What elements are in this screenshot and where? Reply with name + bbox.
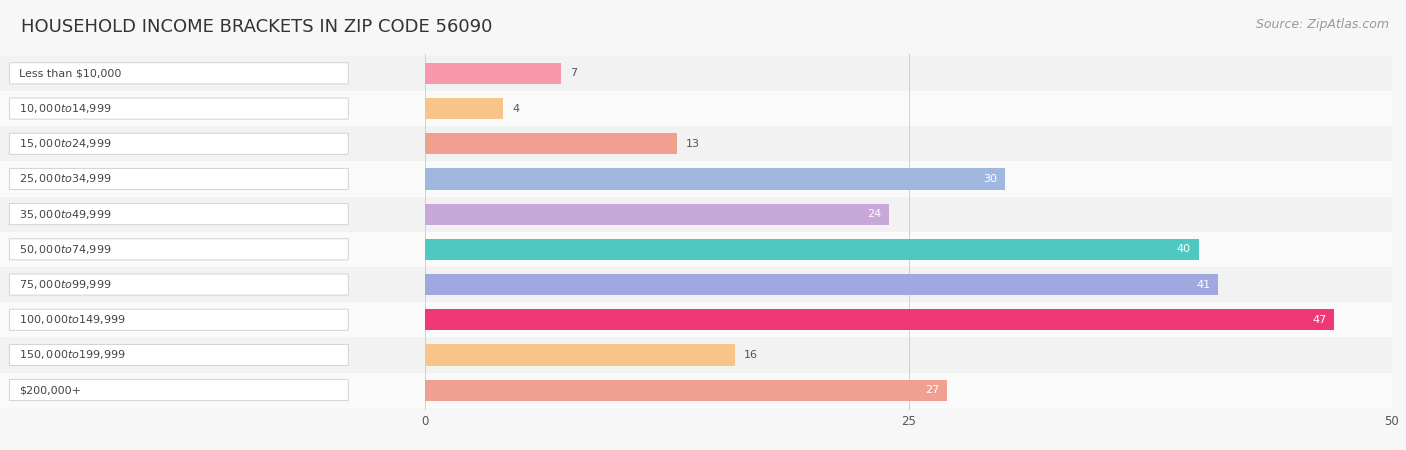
FancyBboxPatch shape [10,380,349,400]
FancyBboxPatch shape [10,309,349,330]
Bar [425,63,561,84]
Text: 30: 30 [984,174,998,184]
Bar [0,338,1392,373]
Text: $100,000 to $149,999: $100,000 to $149,999 [20,313,127,326]
Bar [425,203,890,225]
Bar [425,168,1005,189]
Text: 40: 40 [1177,244,1191,254]
Bar [425,133,676,154]
FancyBboxPatch shape [10,98,349,119]
Text: $150,000 to $199,999: $150,000 to $199,999 [20,348,127,361]
Text: 27: 27 [925,385,939,395]
Text: 13: 13 [686,139,700,149]
FancyBboxPatch shape [10,274,349,295]
Bar [0,197,1392,232]
FancyBboxPatch shape [10,203,349,225]
Text: 47: 47 [1312,315,1326,325]
Text: HOUSEHOLD INCOME BRACKETS IN ZIP CODE 56090: HOUSEHOLD INCOME BRACKETS IN ZIP CODE 56… [21,18,492,36]
Text: $15,000 to $24,999: $15,000 to $24,999 [20,137,112,150]
Bar [0,91,1392,126]
Text: Less than $10,000: Less than $10,000 [20,68,122,78]
Bar [425,380,948,400]
Text: $50,000 to $74,999: $50,000 to $74,999 [20,243,112,256]
Text: $10,000 to $14,999: $10,000 to $14,999 [20,102,112,115]
FancyBboxPatch shape [10,63,349,84]
Bar [0,373,1392,408]
FancyBboxPatch shape [10,168,349,189]
Text: 24: 24 [868,209,882,219]
Bar [0,267,1392,302]
Bar [425,239,1198,260]
Bar [425,98,503,119]
Bar [425,309,1334,330]
Text: $75,000 to $99,999: $75,000 to $99,999 [20,278,112,291]
Bar [0,232,1392,267]
Bar [0,162,1392,197]
Text: 16: 16 [744,350,758,360]
Text: Source: ZipAtlas.com: Source: ZipAtlas.com [1256,18,1389,31]
FancyBboxPatch shape [10,344,349,365]
Text: $35,000 to $49,999: $35,000 to $49,999 [20,207,112,220]
Text: 4: 4 [512,104,519,113]
FancyBboxPatch shape [10,239,349,260]
FancyBboxPatch shape [10,133,349,154]
Bar [0,56,1392,91]
Text: 7: 7 [571,68,578,78]
Text: $25,000 to $34,999: $25,000 to $34,999 [20,172,112,185]
Bar [0,126,1392,162]
Text: $200,000+: $200,000+ [20,385,82,395]
Bar [0,302,1392,338]
Bar [425,274,1218,295]
Bar [425,344,734,365]
Text: 41: 41 [1197,279,1211,289]
